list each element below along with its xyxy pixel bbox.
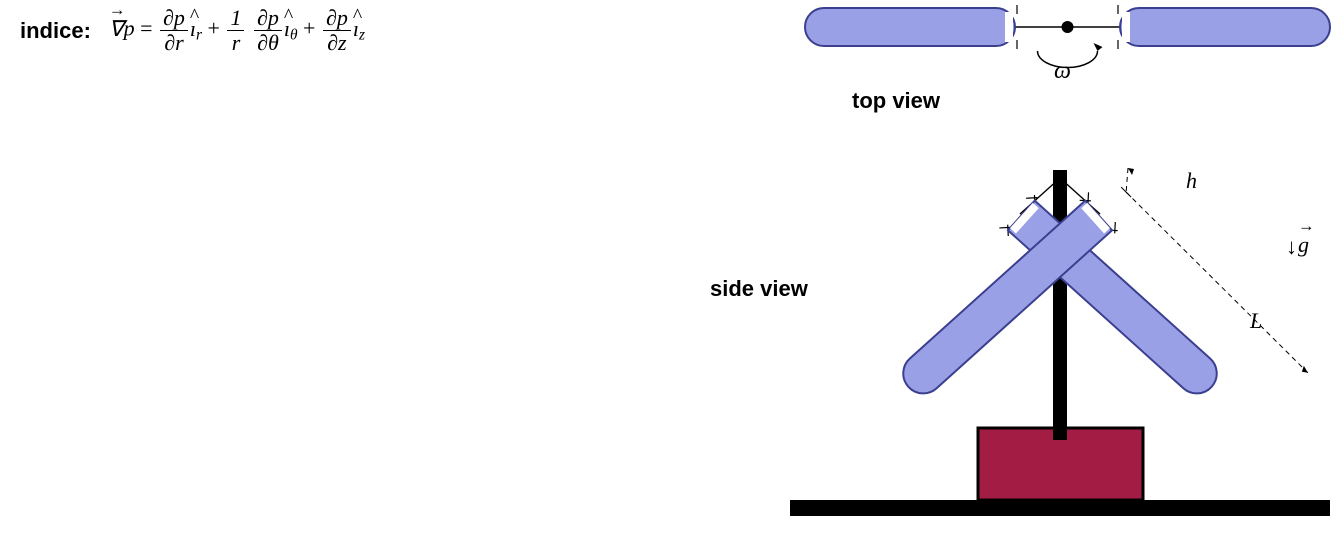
- gradient-equation: indice: ∇p = ∂p∂rır + 1r ∂p∂θıθ + ∂p∂zız: [20, 6, 365, 55]
- omega-label: ω: [1054, 58, 1071, 85]
- top-view-label: top view: [852, 88, 940, 114]
- side-view-label: side view: [710, 276, 808, 302]
- figure-svg: [640, 0, 1340, 534]
- equation-math: ∇p = ∂p∂rır + 1r ∂p∂θıθ + ∂p∂zız: [109, 6, 365, 55]
- g-arrow: ↓: [1286, 234, 1297, 260]
- equation-label: indice:: [20, 18, 91, 44]
- L-label: L: [1250, 308, 1262, 334]
- g-label: g: [1298, 232, 1309, 258]
- figure-container: top view side view ω h L ↓ g: [640, 0, 1340, 534]
- h-label: h: [1186, 168, 1197, 194]
